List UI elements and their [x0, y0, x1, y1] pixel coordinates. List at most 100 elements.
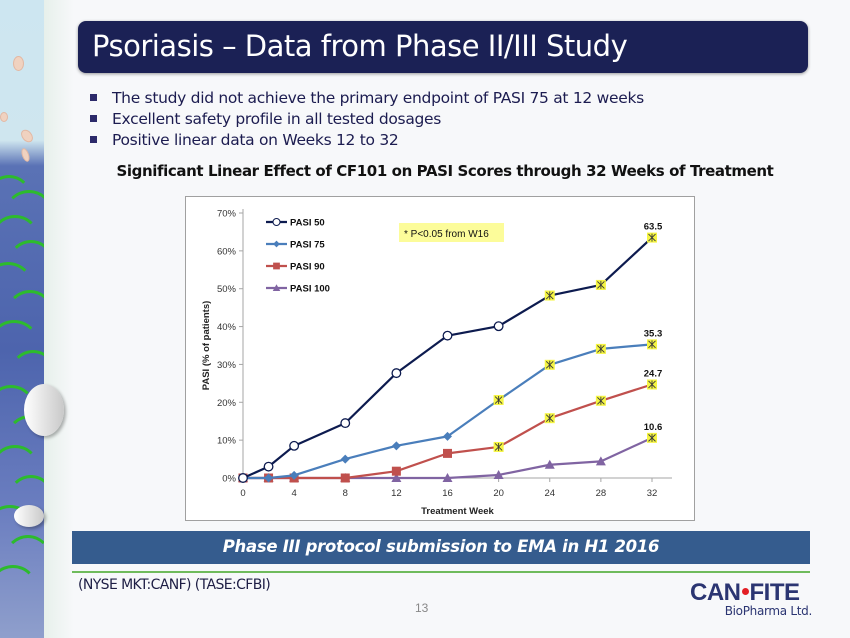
data-point-pasi-100: [391, 473, 402, 482]
y-tick-label: 10%: [217, 436, 237, 447]
page-number: 13: [415, 601, 429, 615]
significance-marker-pasi-75-star: [494, 396, 503, 405]
title-bar: Psoriasis – Data from Phase II/III Study: [78, 21, 808, 73]
x-tick-label: 4: [291, 488, 296, 499]
tablet-decoration: [24, 384, 64, 436]
y-tick-label: 30%: [217, 360, 237, 371]
x-tick-label: 24: [544, 488, 555, 499]
significance-marker-pasi-50-star: [545, 291, 554, 300]
data-point-pasi-50: [391, 368, 402, 379]
legend-label-pasi-100: PASI 100: [290, 284, 330, 295]
significance-marker-pasi-75-star: [545, 360, 554, 369]
legend-label-pasi-90: PASI 90: [290, 262, 325, 273]
banner-text: Phase III protocol submission to EMA in …: [222, 537, 660, 556]
x-tick-label: 8: [343, 488, 348, 499]
logo-text-left: CAN: [690, 579, 741, 606]
bullet-list: The study did not achieve the primary en…: [90, 89, 644, 152]
significance-marker-pasi-90-star: [597, 396, 605, 405]
data-label-pasi-50: 63.5: [644, 222, 663, 233]
decorative-fade: [44, 0, 74, 638]
data-point-pasi-90: [340, 473, 350, 483]
significance-marker-pasi-90-star: [545, 414, 554, 423]
bullet-square-icon: [90, 115, 97, 122]
data-point-pasi-100: [595, 456, 606, 466]
legend-marker-pasi-90: [273, 262, 280, 270]
decorative-side-artwork: [0, 0, 44, 638]
x-axis-title: Treatment Week: [421, 506, 494, 517]
legend-marker-pasi-75: [273, 240, 280, 248]
stock-ticker: (NYSE MKT:CANF) (TASE:CFBI): [78, 577, 271, 593]
data-point-pasi-100: [442, 473, 453, 482]
bullet-square-icon: [90, 94, 97, 101]
bullet-item: The study did not achieve the primary en…: [90, 89, 644, 110]
chart-heading: Significant Linear Effect of CF101 on PA…: [116, 162, 774, 180]
company-logo: CAN FITE BioPharma Ltd.: [690, 581, 812, 621]
y-tick-label: 70%: [217, 209, 237, 220]
y-tick-label: 0%: [222, 474, 236, 485]
data-point-pasi-50: [263, 461, 274, 472]
x-tick-label: 12: [391, 488, 402, 499]
data-point-pasi-90: [391, 466, 401, 476]
data-point-pasi-50: [238, 473, 248, 483]
significance-marker-pasi-75-star: [597, 344, 605, 353]
significance-marker-pasi-90-star: [648, 380, 656, 389]
data-point-pasi-75: [443, 431, 452, 441]
legend-label-pasi-50: PASI 50: [290, 218, 325, 229]
significance-marker-pasi-50-star: [648, 233, 656, 242]
footer-divider: [72, 571, 810, 573]
logo-subtitle: BioPharma Ltd.: [724, 604, 813, 618]
pill-decoration: [0, 112, 8, 122]
data-point-pasi-100: [544, 459, 555, 469]
bullet-item: Positive linear data on Weeks 12 to 32: [90, 131, 644, 152]
x-tick-label: 28: [596, 488, 607, 499]
y-axis-title: PASI (% of patients): [201, 301, 212, 391]
data-point-pasi-75: [264, 473, 274, 483]
logo-text-right: FITE: [749, 579, 801, 606]
logo-wordmark: CAN FITE: [690, 581, 800, 605]
x-tick-label: 32: [647, 488, 658, 499]
y-tick-label: 50%: [217, 284, 237, 295]
data-point-pasi-50: [340, 418, 351, 429]
data-point-pasi-75: [340, 454, 350, 464]
banner: Phase III protocol submission to EMA in …: [72, 531, 810, 564]
significance-marker-pasi-75-star: [648, 340, 656, 349]
legend-marker-pasi-100: [272, 284, 281, 291]
bullet-text: Excellent safety profile in all tested d…: [112, 110, 442, 128]
y-tick-label: 20%: [217, 398, 237, 409]
data-label-pasi-100: 10.6: [644, 422, 663, 433]
data-point-pasi-90: [443, 448, 452, 458]
series-line-pasi-90: [243, 383, 653, 480]
data-point-pasi-75: [391, 441, 401, 451]
annotation-text: * P<0.05 from W16: [404, 229, 489, 240]
significance-marker-pasi-50-star: [597, 280, 605, 289]
series-line-pasi-75: [243, 343, 653, 480]
data-point-pasi-50: [442, 330, 453, 341]
bullet-text: Positive linear data on Weeks 12 to 32: [112, 131, 399, 149]
data-point-pasi-50: [289, 440, 300, 451]
annotation-box: [399, 223, 504, 242]
pill-decoration: [13, 56, 24, 71]
y-tick-label: 60%: [217, 246, 237, 257]
significance-marker-pasi-90-star: [494, 442, 503, 451]
legend-label-pasi-75: PASI 75: [290, 240, 325, 251]
bullet-item: Excellent safety profile in all tested d…: [90, 110, 644, 131]
y-tick-label: 40%: [217, 322, 237, 333]
pasi-line-chart: 0% 10% 20% 30% 40% 50% 60% 70% 0 4 8 12 16 20 24 28 32 Tr…: [201, 209, 672, 517]
x-tick-label: 20: [493, 488, 504, 499]
bullet-square-icon: [90, 136, 97, 143]
x-tick-label: 0: [240, 488, 245, 499]
data-point-pasi-50: [493, 321, 504, 332]
significance-marker-pasi-100-star: [648, 433, 656, 442]
tablet-decoration: [14, 505, 44, 527]
slide-title: Psoriasis – Data from Phase II/III Study: [92, 29, 628, 63]
data-label-pasi-75: 35.3: [644, 328, 663, 339]
data-point-pasi-100: [493, 469, 504, 479]
data-label-pasi-90: 24.7: [644, 368, 663, 379]
chart-frame: 0% 10% 20% 30% 40% 50% 60% 70% 0 4 8 12 16 20 24 28 32 Tr…: [185, 196, 695, 521]
bullet-text: The study did not achieve the primary en…: [112, 89, 644, 107]
x-tick-label: 16: [442, 488, 453, 499]
logo-dot-icon: [741, 588, 749, 596]
legend-marker-pasi-50: [272, 218, 281, 226]
data-point-pasi-75: [289, 470, 299, 480]
series-line-pasi-50: [242, 236, 653, 480]
